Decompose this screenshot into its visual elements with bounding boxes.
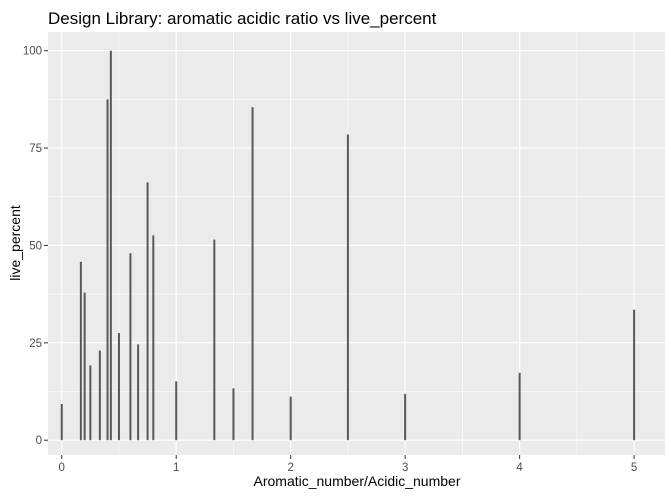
- y-axis-label: live_percent: [7, 205, 23, 281]
- bar: [89, 365, 92, 441]
- x-axis: 0 1 2 3 4 5: [59, 455, 637, 474]
- bar: [518, 372, 521, 441]
- y-tick-label: 75: [29, 143, 42, 155]
- bar: [152, 235, 155, 441]
- bar: [79, 261, 82, 441]
- bar: [109, 50, 112, 441]
- bars: [60, 50, 636, 441]
- bar: [83, 292, 86, 441]
- bar: [633, 309, 636, 441]
- bar: [232, 388, 235, 441]
- x-tick-label: 1: [173, 462, 179, 474]
- bar: [251, 107, 254, 441]
- y-tick-label: 0: [36, 435, 42, 447]
- bar: [60, 403, 63, 441]
- y-tick-label: 25: [29, 338, 42, 350]
- bar: [98, 350, 101, 441]
- y-tick-label: 100: [23, 46, 42, 58]
- chart-title: Design Library: aromatic acidic ratio vs…: [48, 9, 437, 28]
- x-tick-label: 3: [402, 462, 408, 474]
- bar: [137, 344, 140, 441]
- bar: [129, 253, 132, 441]
- x-tick-label: 4: [516, 462, 523, 474]
- bar: [175, 381, 178, 441]
- bar: [289, 396, 292, 441]
- plot-panel: [48, 32, 665, 455]
- y-axis: 0 25 50 75 100: [23, 46, 48, 447]
- x-tick-label: 0: [59, 462, 65, 474]
- x-tick-label: 5: [631, 462, 637, 474]
- bar: [146, 182, 149, 441]
- bar: [404, 393, 407, 441]
- y-tick-label: 50: [29, 240, 42, 252]
- bar: [346, 134, 349, 441]
- bar: [117, 333, 120, 441]
- bar: [213, 239, 216, 441]
- x-tick-label: 2: [287, 462, 293, 474]
- x-axis-label: Aromatic_number/Acidic_number: [254, 473, 461, 489]
- bar: [106, 99, 109, 441]
